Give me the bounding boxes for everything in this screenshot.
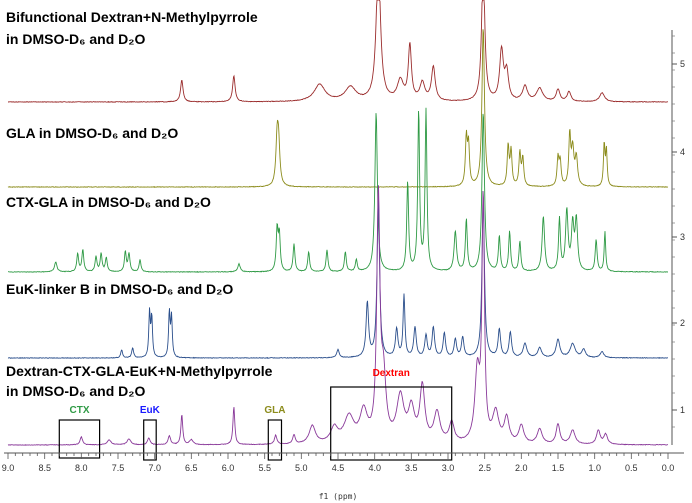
x-axis-tick-label: 3.0	[442, 463, 455, 473]
right-axis-tick-label: 2	[680, 318, 685, 328]
annotation-label: EuK	[140, 405, 161, 416]
series-labels-group: Bifunctional Dextran+N-Methylpyrrole in D…	[6, 9, 273, 399]
annotation-label: GLA	[264, 405, 285, 416]
series-label: Dextran-CTX-GLA-EuK+N-Methylpyrrole	[6, 363, 273, 379]
x-axis-tick-label: 5.0	[295, 463, 308, 473]
x-axis-tick-label: 2.5	[478, 463, 491, 473]
x-axis-tick-label: 0.5	[625, 463, 638, 473]
x-axis-tick-label: 2.0	[515, 463, 528, 473]
x-axis-tick-label: 7.5	[112, 463, 125, 473]
series-label: in DMSO-D₆ and D₂O	[6, 31, 145, 47]
x-axis-tick-label: 9.0	[2, 463, 15, 473]
series-label: CTX-GLA in DMSO-D₆ and D₂O	[6, 194, 211, 210]
x-axis-tick-label: 4.0	[368, 463, 381, 473]
spectrum-line	[7, 29, 669, 188]
x-axis-tick-label: 4.5	[332, 463, 345, 473]
right-axis-tick-label: 4	[680, 147, 685, 157]
annotation-box	[330, 386, 453, 461]
annotation-label: Dextran	[373, 368, 410, 379]
x-axis-label: f1 (ppm)	[319, 492, 358, 501]
x-axis-tick-label: 3.5	[405, 463, 418, 473]
right-axis: 5 4 3 2 1	[671, 30, 685, 445]
right-axis-tick-label: 5	[680, 59, 685, 69]
series-label: Bifunctional Dextran+N-Methylpyrrole	[6, 9, 258, 25]
x-axis-tick-label: 5.5	[258, 463, 271, 473]
x-axis-tick-label: 6.5	[185, 463, 198, 473]
spectrum-line	[7, 185, 669, 446]
annotations-group: Dextran CTX EuK GLA	[58, 368, 453, 461]
series-label: GLA in DMSO-D₆ and D₂O	[6, 125, 178, 141]
spectrum-line	[7, 198, 668, 359]
spectrum-line	[8, 107, 668, 273]
right-axis-tick-label: 1	[680, 405, 685, 415]
x-axis-tick-label: 0.0	[662, 463, 675, 473]
series-label: in DMSO-D₆ and D₂O	[6, 383, 145, 399]
x-axis-tick-label: 6.0	[222, 463, 235, 473]
x-axis: 9.0 8.5 8.0 7.5 7.0 6.5 6.0 5.5 5.0 4.5 4.0 3.5 3.0 2…	[2, 452, 684, 473]
annotation-label: CTX	[70, 405, 90, 416]
x-axis-tick-label: 8.0	[75, 463, 88, 473]
series-label: EuK-linker B in DMSO-D₆ and D₂O	[6, 281, 233, 297]
x-axis-tick-label: 8.5	[38, 463, 51, 473]
x-axis-tick-label: 1.0	[588, 463, 601, 473]
spectrum-line	[8, 0, 669, 103]
annotation-box	[143, 419, 157, 461]
annotation-box	[267, 419, 283, 461]
spectra-group	[7, 0, 669, 446]
right-axis-tick-label: 3	[680, 232, 685, 242]
x-axis-tick-label: 7.0	[148, 463, 161, 473]
annotation-box	[58, 419, 101, 459]
x-axis-tick-label: 1.5	[552, 463, 565, 473]
